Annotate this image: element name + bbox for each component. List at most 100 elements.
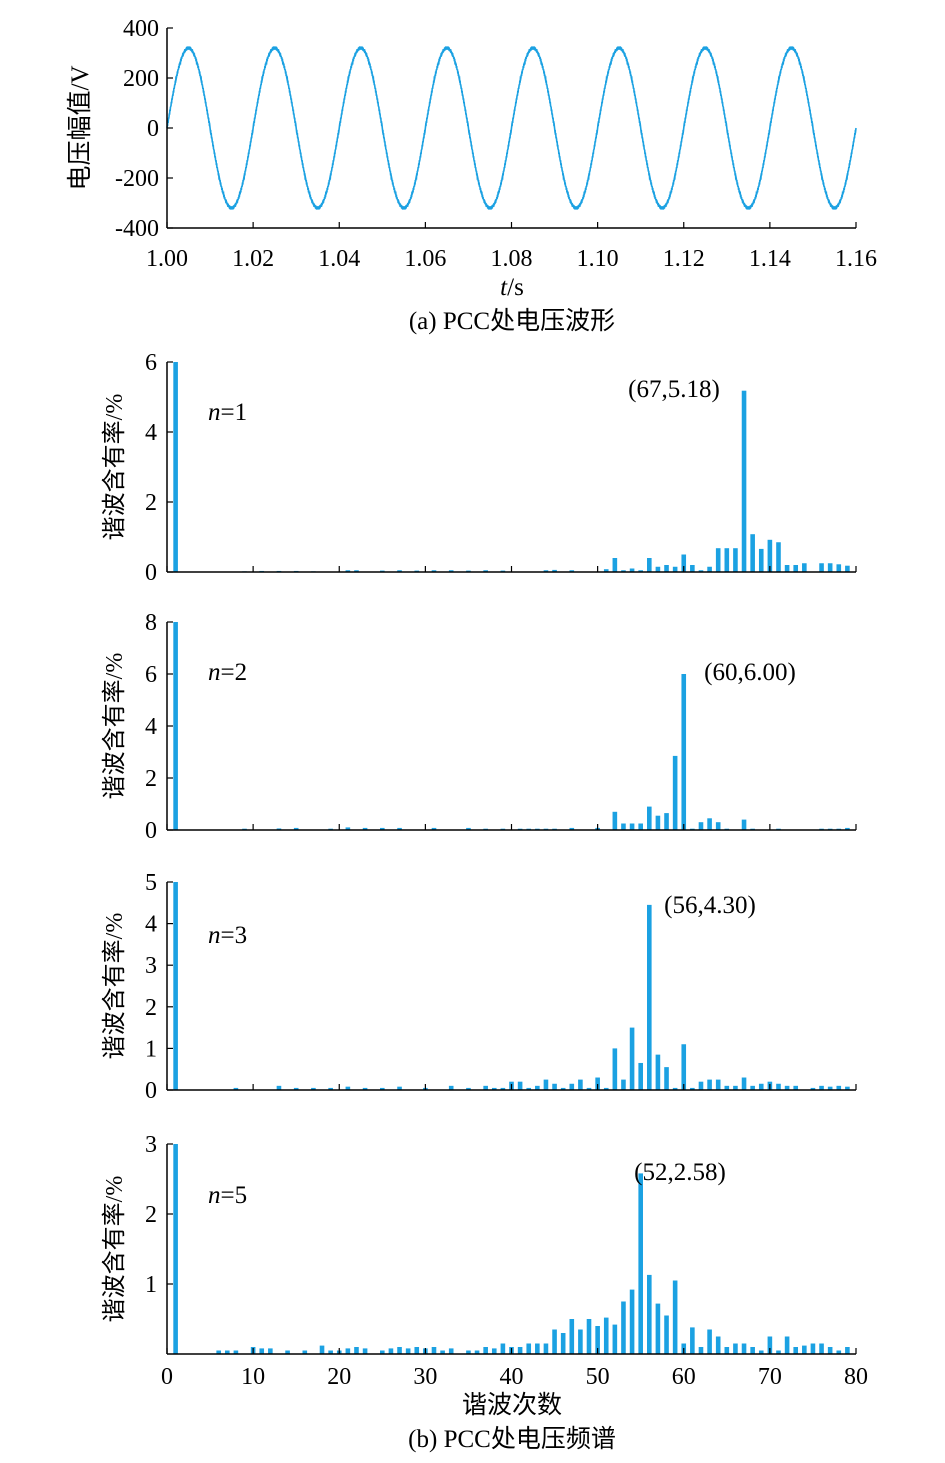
spectrum-bar — [655, 815, 661, 830]
harmonic-order-label: n=2 — [208, 659, 247, 686]
waveform-xtick-label: 1.12 — [663, 246, 705, 272]
spectrum-bar — [638, 1062, 643, 1090]
spectrum-bar — [750, 534, 755, 572]
spectrum-bar — [543, 1079, 549, 1090]
spectrum-xtick-label: 70 — [758, 1364, 782, 1390]
spectrum-bar — [733, 1085, 738, 1090]
spectrum-bar — [845, 565, 850, 572]
waveform-xtick-label: 1.00 — [146, 246, 188, 272]
spectrum-bar — [836, 564, 842, 572]
spectrum-bar — [302, 1350, 308, 1354]
waveform-xtick-label: 1.16 — [835, 246, 877, 272]
spectrum-bar — [345, 1348, 351, 1354]
spectrum-ytick-label: 2 — [145, 995, 157, 1021]
spectrum-bar — [621, 1301, 626, 1354]
spectrum-bar — [724, 1085, 730, 1090]
spectrum-bar — [552, 569, 557, 572]
spectrum-bar — [483, 1347, 488, 1354]
spectrum-bar — [810, 1087, 816, 1090]
spectrum-bar — [595, 1326, 600, 1354]
spectrum-bar — [836, 1085, 842, 1090]
harmonic-order-label: n=3 — [208, 922, 247, 949]
spectrum-bar — [638, 823, 643, 830]
spectrum-bar — [560, 1087, 566, 1090]
spectrum-bar — [629, 568, 635, 572]
spectrum-bar — [767, 1336, 773, 1354]
spectrum-bar — [328, 1350, 333, 1354]
spectrum-bar — [500, 1087, 506, 1090]
spectrum-bar — [681, 554, 687, 572]
spectrum-bar — [466, 827, 471, 830]
spectrum-bar — [569, 570, 575, 572]
spectrum-bar — [810, 1343, 816, 1354]
spectrum-bar — [345, 1086, 351, 1090]
spectrum-bar — [776, 1083, 781, 1090]
spectrum-bar — [595, 1077, 600, 1090]
spectrum-bar — [698, 570, 704, 572]
waveform-panel: 400 200 0 -200 -400 1.00 1.02 1.04 1.06 1.08 1.10 1… — [66, 16, 877, 335]
spectrum-bar — [724, 1347, 730, 1354]
spectrum-bar — [793, 565, 799, 572]
spectrum-bar — [672, 755, 678, 830]
spectrum-bar — [655, 566, 661, 572]
spectrum-ytick-label: 8 — [145, 610, 157, 636]
spectrum-bar — [526, 1343, 532, 1354]
spectrum-bar — [552, 1329, 557, 1354]
spectrum-bar — [380, 1087, 385, 1090]
spectrum-bar — [431, 570, 437, 572]
spectrum-panel-n1: 6 4 2 0 n=1 (67,5.18) 谐波含有率/% — [101, 350, 857, 586]
spectrum-ylabel: 谐波含有率/% — [101, 1176, 128, 1323]
spectrum-bar — [672, 566, 678, 572]
spectrum-bar — [397, 827, 402, 830]
spectrum-bar — [836, 1350, 842, 1354]
spectrum-bar — [647, 806, 652, 830]
spectrum-bar — [500, 1343, 506, 1354]
spectrum-bar — [629, 1289, 635, 1354]
spectrum-bar — [586, 1319, 592, 1354]
spectrum-bar — [345, 570, 351, 572]
spectrum-bar — [819, 563, 824, 572]
spectrum-bar — [776, 1350, 781, 1354]
spectrum-bar — [741, 1343, 747, 1354]
spectrum-bar — [517, 1081, 523, 1090]
spectrum-bar — [448, 570, 454, 572]
spectrum-bar — [293, 1087, 299, 1090]
harmonic-order-label: n=5 — [208, 1182, 247, 1209]
spectrum-xtick-label: 40 — [500, 1364, 524, 1390]
spectrum-ylabel: 谐波含有率/% — [101, 394, 128, 541]
spectrum-bar — [715, 822, 721, 830]
spectrum-bar — [603, 569, 609, 572]
spectrum-bar — [784, 1336, 790, 1354]
spectrum-bar — [724, 548, 730, 572]
waveform-caption: (a) PCC处电压波形 — [409, 307, 615, 335]
spectrum-bar — [173, 362, 178, 572]
spectrum-bar — [543, 570, 549, 572]
spectrum-bar — [715, 1336, 721, 1354]
spectrum-bar — [827, 563, 833, 572]
spectrum-bar — [767, 539, 773, 572]
spectrum-ylabel: 谐波含有率/% — [101, 913, 128, 1060]
spectrum-bar — [173, 882, 178, 1090]
spectrum-bar — [354, 570, 359, 572]
spectrum-xtick-label: 20 — [327, 1364, 351, 1390]
spectrum-bar — [569, 1083, 575, 1090]
spectrum-bar — [819, 1085, 824, 1090]
spectrum-bar — [784, 1085, 790, 1090]
waveform-axes: 400 200 0 -200 -400 1.00 1.02 1.04 1.06 1.08 1.10 1… — [115, 16, 877, 272]
spectrum-bar — [233, 1350, 239, 1354]
peak-annotation: (60,6.00) — [704, 659, 796, 686]
spectrum-bar — [758, 548, 764, 572]
spectrum-bar — [664, 813, 669, 830]
spectrum-bar — [621, 570, 626, 572]
spectrum-ytick-label: 6 — [145, 662, 157, 688]
spectrum-bar — [715, 1079, 721, 1090]
spectrum-ytick-label: 2 — [145, 766, 157, 792]
spectrum-bar — [216, 1350, 221, 1354]
spectrum-bar — [319, 1345, 325, 1354]
waveform-xtick-label: 1.02 — [232, 246, 274, 272]
spectrum-ytick-label: 1 — [145, 1036, 157, 1062]
spectrum-bar — [672, 1280, 678, 1354]
spectrum-bar — [741, 390, 747, 572]
waveform-ytick-label: 0 — [147, 116, 159, 142]
waveform-ytick-label: 400 — [123, 16, 159, 42]
